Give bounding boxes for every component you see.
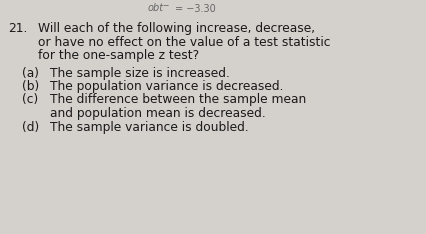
Text: and population mean is decreased.: and population mean is decreased.: [50, 107, 265, 120]
Text: = −3.30: = −3.30: [175, 4, 215, 14]
Text: Will each of the following increase, decrease,: Will each of the following increase, dec…: [38, 22, 314, 35]
Text: (a): (a): [22, 66, 39, 80]
Text: The difference between the sample mean: The difference between the sample mean: [50, 94, 305, 106]
Text: −: −: [161, 1, 168, 10]
Text: (c): (c): [22, 94, 38, 106]
Text: obt: obt: [148, 3, 164, 13]
Text: (d): (d): [22, 121, 39, 134]
Text: The sample size is increased.: The sample size is increased.: [50, 66, 229, 80]
Text: 21.: 21.: [8, 22, 27, 35]
Text: (b): (b): [22, 80, 39, 93]
Text: for the one-sample z test?: for the one-sample z test?: [38, 49, 199, 62]
Text: The population variance is decreased.: The population variance is decreased.: [50, 80, 283, 93]
Text: The sample variance is doubled.: The sample variance is doubled.: [50, 121, 248, 134]
Text: or have no effect on the value of a test statistic: or have no effect on the value of a test…: [38, 36, 330, 48]
